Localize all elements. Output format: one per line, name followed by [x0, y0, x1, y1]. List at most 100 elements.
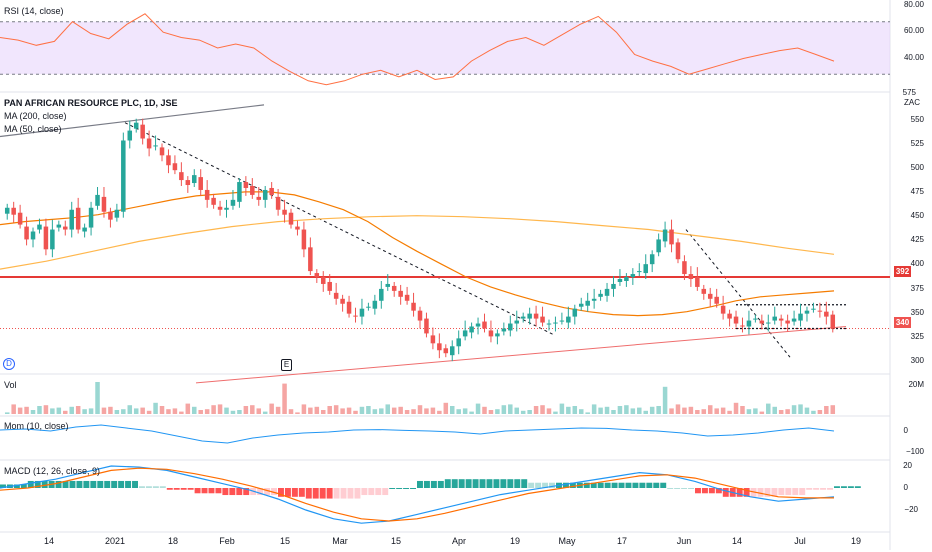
volume-bar	[282, 383, 287, 414]
candle-body	[675, 242, 681, 260]
price-tick-425: 425	[910, 235, 924, 244]
macd-histogram-bar	[660, 482, 667, 488]
macd-tick-minus20: −20	[904, 505, 918, 514]
macd-histogram-bar	[430, 480, 437, 488]
macd-histogram-bar	[132, 480, 138, 488]
macd-histogram-bar	[764, 488, 771, 497]
macd-histogram-bar	[243, 488, 250, 496]
candle-body	[469, 326, 474, 333]
volume-bar	[695, 410, 700, 414]
macd-histogram-bar	[319, 488, 326, 499]
candle-body	[733, 316, 739, 324]
candle-body	[598, 293, 603, 297]
volume-bar	[340, 408, 345, 414]
candle-body	[50, 229, 55, 250]
symbol-title[interactable]: PAN AFRICAN RESOURCE PLC, 1D, JSE	[4, 98, 178, 108]
candle-body	[359, 308, 365, 317]
macd-histogram-bar	[284, 488, 291, 497]
volume-bar	[514, 407, 520, 414]
macd-histogram-bar	[229, 488, 236, 496]
macd-histogram-bar	[62, 480, 69, 488]
macd-histogram-bar	[465, 479, 472, 488]
macd-histogram-bar	[34, 480, 41, 488]
volume-pane	[4, 382, 836, 414]
rsi-legend[interactable]: RSI (14, close)	[4, 6, 64, 16]
macd-legend[interactable]: MACD (12, 26, close, 9)	[4, 466, 101, 476]
candle-body	[411, 302, 416, 311]
macd-histogram-bar	[382, 488, 389, 496]
macd-histogram-bar	[76, 480, 83, 488]
macd-histogram-bar	[583, 482, 590, 488]
momentum-legend[interactable]: Mom (10, close)	[4, 421, 69, 431]
macd-histogram-bar	[827, 488, 833, 490]
macd-line	[0, 465, 835, 524]
volume-legend[interactable]: Vol	[4, 380, 17, 390]
ma200-legend[interactable]: MA (200, close)	[4, 111, 67, 121]
candle-body	[520, 316, 526, 319]
candle-body	[495, 333, 500, 337]
volume-bar	[192, 406, 197, 414]
volume-bar	[643, 410, 648, 414]
macd-histogram-bar	[695, 488, 701, 494]
macd-histogram-bar	[90, 480, 97, 488]
macd-histogram-bar	[785, 488, 792, 496]
macd-histogram-bar	[215, 488, 222, 494]
volume-bar	[753, 408, 758, 414]
macd-histogram-bar	[834, 486, 840, 488]
price-tick-475: 475	[910, 187, 924, 196]
dividend-marker[interactable]: D	[3, 358, 15, 370]
macd-histogram-bar	[0, 484, 6, 488]
earnings-marker[interactable]: E	[281, 359, 292, 371]
macd-histogram-bar	[611, 482, 618, 488]
volume-bar	[804, 407, 810, 414]
volume-bar	[372, 409, 378, 414]
macd-histogram-bar	[715, 488, 722, 494]
volume-bar	[391, 407, 397, 414]
macd-histogram-bar	[743, 488, 750, 497]
ma50-legend[interactable]: MA (50, close)	[4, 124, 62, 134]
volume-bar	[443, 402, 449, 414]
volume-bar	[553, 411, 558, 414]
volume-bar	[159, 406, 165, 414]
macd-histogram-bar	[681, 488, 688, 489]
candle-body	[546, 323, 552, 325]
macd-histogram-bar	[500, 479, 507, 488]
macd-histogram-bar	[722, 488, 729, 497]
volume-bar	[824, 406, 829, 414]
candle-body	[553, 322, 558, 324]
volume-bar	[63, 410, 68, 414]
volume-tick-20m: 20M	[908, 380, 924, 389]
candle-body	[540, 316, 545, 323]
macd-histogram-bar	[111, 480, 118, 488]
macd-histogram-bar	[736, 488, 743, 497]
volume-bar	[508, 404, 513, 414]
x-tick-15a: 15	[279, 536, 291, 546]
price-tick-575: 575	[902, 88, 916, 97]
macd-histogram-bar	[69, 480, 76, 488]
volume-bar	[437, 410, 442, 414]
volume-bar	[269, 403, 274, 414]
volume-bar	[224, 407, 229, 414]
candle-body	[772, 316, 777, 321]
candle-body	[217, 206, 223, 210]
volume-bar	[430, 407, 436, 414]
candle-body	[211, 197, 216, 205]
macd-histogram-bar	[820, 488, 827, 490]
macd-histogram-bar	[486, 479, 493, 488]
candle-body	[172, 163, 178, 171]
volume-bar	[108, 406, 113, 414]
candle-body	[624, 277, 629, 281]
candle-body	[637, 271, 642, 273]
candle-body	[153, 145, 158, 147]
macd-histogram-bar	[180, 488, 187, 490]
volume-bar	[95, 382, 100, 414]
macd-histogram-bar	[792, 488, 799, 496]
candle-body	[314, 273, 320, 278]
macd-histogram-bar	[375, 488, 382, 496]
candle-body	[340, 298, 345, 304]
macd-histogram-bar	[542, 482, 549, 488]
macd-histogram-bar	[479, 479, 486, 488]
volume-bar	[424, 408, 429, 414]
macd-histogram-bar	[493, 479, 500, 488]
